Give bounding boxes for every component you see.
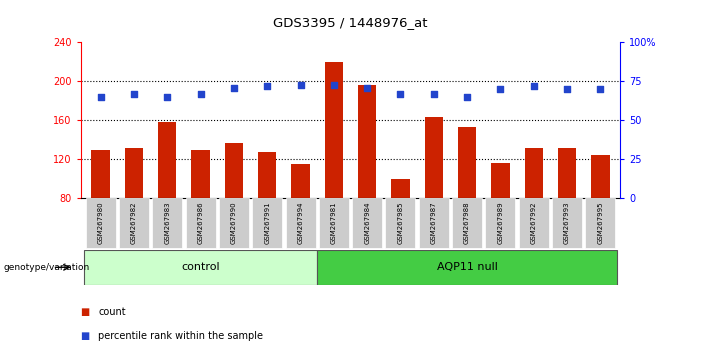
Point — [495, 86, 506, 92]
FancyBboxPatch shape — [519, 198, 549, 248]
Bar — [524, 148, 543, 198]
Point — [461, 94, 472, 100]
FancyBboxPatch shape — [152, 198, 182, 248]
Text: GSM267995: GSM267995 — [597, 202, 604, 244]
Bar — [391, 179, 409, 198]
Point — [395, 91, 406, 97]
FancyBboxPatch shape — [319, 198, 349, 248]
Text: GSM267987: GSM267987 — [431, 202, 437, 244]
Point — [428, 91, 440, 97]
Point — [195, 91, 206, 97]
Point — [128, 91, 139, 97]
Text: GSM267990: GSM267990 — [231, 202, 237, 244]
Text: GSM267992: GSM267992 — [531, 202, 537, 244]
Bar — [125, 148, 143, 198]
Text: ■: ■ — [81, 331, 90, 341]
Point — [362, 85, 373, 91]
Point — [229, 85, 240, 91]
FancyBboxPatch shape — [186, 198, 216, 248]
FancyBboxPatch shape — [86, 198, 116, 248]
FancyBboxPatch shape — [386, 198, 416, 248]
Point — [328, 82, 339, 87]
Bar — [458, 127, 476, 198]
Point — [261, 83, 273, 89]
Text: GSM267981: GSM267981 — [331, 202, 337, 244]
Point — [162, 94, 173, 100]
Bar — [225, 143, 243, 198]
Text: GSM267984: GSM267984 — [364, 202, 370, 244]
Point — [562, 86, 573, 92]
Bar — [325, 62, 343, 198]
FancyBboxPatch shape — [219, 198, 249, 248]
Text: GSM267988: GSM267988 — [464, 202, 470, 244]
Text: count: count — [98, 307, 125, 316]
Text: control: control — [182, 262, 220, 272]
Text: GSM267983: GSM267983 — [164, 202, 170, 244]
FancyBboxPatch shape — [452, 198, 482, 248]
Text: GSM267980: GSM267980 — [97, 202, 104, 244]
Text: GSM267994: GSM267994 — [297, 202, 304, 244]
Text: GSM267982: GSM267982 — [131, 202, 137, 244]
Text: AQP11 null: AQP11 null — [437, 262, 498, 272]
Text: ■: ■ — [81, 307, 90, 316]
FancyBboxPatch shape — [285, 198, 315, 248]
FancyBboxPatch shape — [418, 198, 449, 248]
Bar — [425, 118, 443, 198]
Point — [594, 86, 606, 92]
FancyBboxPatch shape — [485, 198, 515, 248]
Text: GSM267993: GSM267993 — [564, 202, 570, 244]
Text: GSM267985: GSM267985 — [397, 202, 404, 244]
Text: percentile rank within the sample: percentile rank within the sample — [98, 331, 263, 341]
FancyBboxPatch shape — [552, 198, 582, 248]
FancyBboxPatch shape — [252, 198, 283, 248]
Bar — [158, 122, 177, 198]
Text: GSM267991: GSM267991 — [264, 202, 270, 244]
Point — [295, 82, 306, 87]
Text: GSM267989: GSM267989 — [498, 202, 503, 244]
FancyBboxPatch shape — [84, 250, 317, 285]
Bar — [91, 149, 110, 198]
Bar — [491, 163, 510, 198]
Point — [95, 94, 107, 100]
Bar — [591, 155, 610, 198]
Point — [528, 83, 539, 89]
Bar — [258, 153, 276, 198]
Bar — [358, 85, 376, 198]
Text: GDS3395 / 1448976_at: GDS3395 / 1448976_at — [273, 16, 428, 29]
Bar — [292, 164, 310, 198]
FancyBboxPatch shape — [352, 198, 382, 248]
FancyBboxPatch shape — [585, 198, 615, 248]
Text: genotype/variation: genotype/variation — [4, 263, 90, 272]
Bar — [558, 148, 576, 198]
Text: GSM267986: GSM267986 — [198, 202, 203, 244]
FancyBboxPatch shape — [317, 250, 617, 285]
Bar — [191, 149, 210, 198]
FancyBboxPatch shape — [119, 198, 149, 248]
